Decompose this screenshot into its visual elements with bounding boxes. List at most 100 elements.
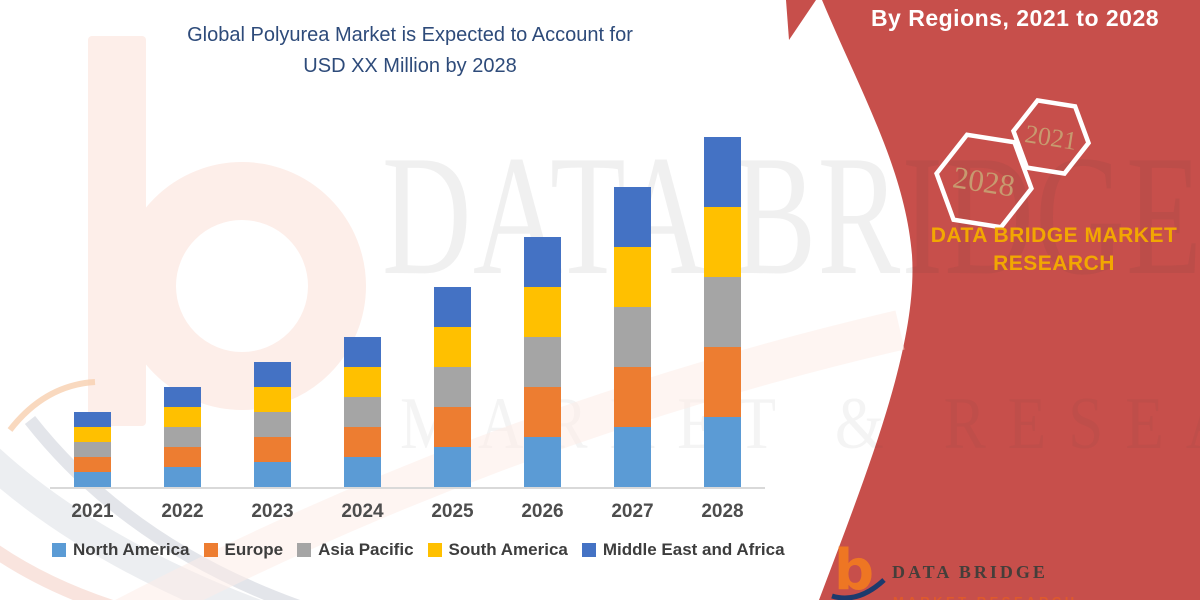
bar-2028-north-america xyxy=(704,417,741,487)
bar-2023-europe xyxy=(254,437,291,462)
banner-heading: By Regions, 2021 to 2028 xyxy=(870,5,1160,31)
legend-item-europe: Europe xyxy=(203,540,284,560)
bar-2024-europe xyxy=(344,427,381,457)
bar-2025-south-america xyxy=(434,327,471,367)
chart-title-line2: USD XX Million by 2028 xyxy=(303,55,517,77)
banner-brand-text: DATA BRIDGE MARKET RESEARCH xyxy=(928,222,1180,278)
bar-2027-asia-pacific xyxy=(614,307,651,367)
bar-stack-2022 xyxy=(164,387,201,487)
watermark-b-bowl xyxy=(118,162,366,410)
hexagon-2028-label: 2028 xyxy=(951,159,1018,203)
bar-2026-europe xyxy=(524,387,561,437)
legend-swatch-icon xyxy=(297,543,312,557)
bar-2022-asia-pacific xyxy=(164,427,201,447)
bar-2027-middle-east-and-africa xyxy=(614,187,651,247)
banner-brand-line1: DATA BRIDGE MARKET xyxy=(930,224,1178,247)
bar-2023-asia-pacific xyxy=(254,412,291,437)
bar-2023-south-america xyxy=(254,387,291,412)
bar-2022-north-america xyxy=(164,467,201,487)
legend-swatch-icon xyxy=(427,543,442,557)
legend-item-middle-east-and-africa: Middle East and Africa xyxy=(581,540,785,560)
x-axis-line xyxy=(50,487,765,489)
x-axis-label-2026: 2026 xyxy=(521,501,564,522)
bar-2027-north-america xyxy=(614,427,651,487)
bar-2024-middle-east-and-africa xyxy=(344,337,381,367)
bar-2021-asia-pacific xyxy=(74,442,111,457)
x-axis-label-2022: 2022 xyxy=(161,501,204,522)
bar-2028-south-america xyxy=(704,207,741,277)
bar-2027-south-america xyxy=(614,247,651,307)
x-axis-label-2028: 2028 xyxy=(701,501,744,522)
chart-title-line1: Global Polyurea Market is Expected to Ac… xyxy=(187,24,633,46)
bar-2028-europe xyxy=(704,347,741,417)
x-axis-label-2027: 2027 xyxy=(611,501,654,522)
legend-swatch-icon xyxy=(203,543,218,557)
footer-logo-swoosh xyxy=(831,578,886,600)
hexagon-2021-outline xyxy=(1010,98,1092,176)
bar-2023-north-america xyxy=(254,462,291,487)
swoosh-arc-orange xyxy=(7,379,96,432)
bar-stack-2021 xyxy=(74,412,111,487)
red-banner-wedge xyxy=(786,0,816,40)
x-axis-label-2025: 2025 xyxy=(431,501,474,522)
bar-2021-north-america xyxy=(74,472,111,487)
banner-brand-line2: RESEARCH xyxy=(993,252,1115,275)
bar-2021-south-america xyxy=(74,427,111,442)
legend-label: Middle East and Africa xyxy=(602,540,785,559)
bar-2026-asia-pacific xyxy=(524,337,561,387)
x-axis-label-2023: 2023 xyxy=(251,501,294,522)
bar-stack-2025 xyxy=(434,287,471,487)
legend-label: Europe xyxy=(224,540,284,559)
bar-2024-south-america xyxy=(344,367,381,397)
bar-2027-europe xyxy=(614,367,651,427)
x-axis-label-2021: 2021 xyxy=(71,501,114,522)
bar-2026-middle-east-and-africa xyxy=(524,237,561,287)
bar-2025-europe xyxy=(434,407,471,447)
bar-stack-2023 xyxy=(254,362,291,487)
bar-2028-middle-east-and-africa xyxy=(704,137,741,207)
swoosh-arc-pink-corner xyxy=(0,545,114,600)
swoosh-arc-gray-thin xyxy=(24,415,301,600)
pink-swoosh-band xyxy=(115,310,905,600)
legend-label: Asia Pacific xyxy=(318,540,414,559)
red-banner-main xyxy=(819,0,1200,600)
legend-item-north-america: North America xyxy=(52,540,190,560)
x-axis-label-2024: 2024 xyxy=(341,501,384,522)
bar-stack-2028 xyxy=(704,137,741,487)
bar-stack-2024 xyxy=(344,337,381,487)
bar-2025-asia-pacific xyxy=(434,367,471,407)
chart-legend: North America Europe Asia Pacific South Ame… xyxy=(52,540,785,560)
legend-swatch-icon xyxy=(52,543,66,557)
year-hexagons: 2028 2021 xyxy=(934,98,1092,230)
bar-2025-middle-east-and-africa xyxy=(434,287,471,327)
hexagon-2028-outline xyxy=(934,132,1034,230)
footer-logo-swoosh-arc xyxy=(831,578,886,600)
bar-stack-2026 xyxy=(524,237,561,487)
bar-2022-south-america xyxy=(164,407,201,427)
bar-2021-europe xyxy=(74,457,111,472)
bar-2026-north-america xyxy=(524,437,561,487)
bar-2024-north-america xyxy=(344,457,381,487)
legend-label: South America xyxy=(448,540,568,559)
footer-logo-subtext: MARKET RESEARCH xyxy=(893,594,1078,600)
bar-stack-2027 xyxy=(614,187,651,487)
swoosh-arc-gray-wide xyxy=(0,448,262,600)
chart-title: Global Polyurea Market is Expected to Ac… xyxy=(120,20,700,82)
bar-2022-europe xyxy=(164,447,201,467)
hexagon-2028: 2028 xyxy=(934,132,1034,230)
hexagon-2021-label: 2021 xyxy=(1023,119,1079,156)
legend-swatch-icon xyxy=(581,543,596,557)
bar-2023-middle-east-and-africa xyxy=(254,362,291,387)
footer-logo-b-glyph: b xyxy=(834,538,875,600)
legend-item-south-america: South America xyxy=(427,540,568,560)
bar-2021-middle-east-and-africa xyxy=(74,412,111,427)
legend-item-asia-pacific: Asia Pacific xyxy=(297,540,414,560)
bar-2024-asia-pacific xyxy=(344,397,381,427)
bar-2022-middle-east-and-africa xyxy=(164,387,201,407)
bar-2026-south-america xyxy=(524,287,561,337)
